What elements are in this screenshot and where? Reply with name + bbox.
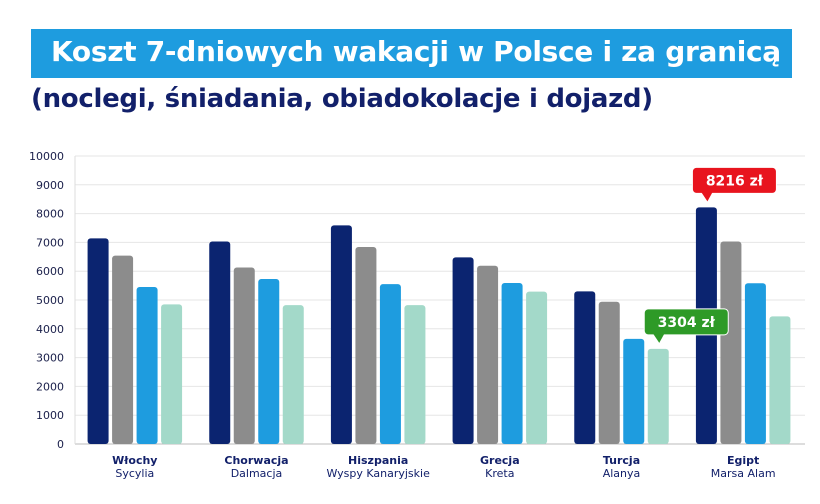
x-subcategory-label: Wyspy Kanaryjskie xyxy=(326,467,430,480)
title-banner: Koszt 7-dniowych wakacji w Polsce i za g… xyxy=(31,29,792,78)
bar xyxy=(452,257,474,444)
y-tick-label: 0 xyxy=(57,438,64,451)
x-subcategory-label: Kreta xyxy=(485,467,514,480)
y-tick-label: 1000 xyxy=(36,409,64,422)
bar xyxy=(526,291,548,444)
callout-label: 3304 zł xyxy=(658,315,716,331)
y-tick-label: 2000 xyxy=(36,380,64,393)
y-tick-label: 7000 xyxy=(36,236,64,249)
bar xyxy=(647,348,669,444)
x-category-label: Chorwacja xyxy=(224,454,288,467)
chart-subtitle: (noclegi, śniadania, obiadokolacje i doj… xyxy=(31,84,653,114)
bar xyxy=(404,305,426,444)
bar xyxy=(282,305,304,444)
bar xyxy=(258,278,280,444)
bar xyxy=(501,283,523,444)
bar xyxy=(233,267,255,444)
bar xyxy=(720,241,742,444)
y-tick-label: 9000 xyxy=(36,179,64,192)
callout-pointer xyxy=(653,333,665,343)
bar xyxy=(769,316,791,444)
chart-title: Koszt 7-dniowych wakacji w Polsce i za g… xyxy=(51,35,781,68)
callout-pointer xyxy=(701,192,713,202)
bar xyxy=(209,241,231,444)
x-subcategory-label: Alanya xyxy=(603,467,641,480)
bar xyxy=(574,291,596,444)
callout-box xyxy=(691,166,777,194)
x-category-label: Egipt xyxy=(727,454,759,467)
x-category-label: Grecja xyxy=(480,454,520,467)
bar xyxy=(744,283,766,444)
x-subcategory-label: Dalmacja xyxy=(231,467,283,480)
callout-label: 8216 zł xyxy=(706,173,764,189)
bar xyxy=(136,287,158,444)
bar xyxy=(477,265,499,444)
y-tick-label: 3000 xyxy=(36,352,64,365)
bar xyxy=(161,304,183,444)
x-category-label: Włochy xyxy=(112,454,157,467)
y-tick-label: 5000 xyxy=(36,294,64,307)
bar xyxy=(330,225,352,444)
bar xyxy=(87,238,109,444)
y-tick-label: 8000 xyxy=(36,208,64,221)
callout-box xyxy=(643,308,729,336)
x-category-label: Hiszpania xyxy=(348,454,408,467)
bar xyxy=(623,338,645,444)
x-subcategory-label: Marsa Alam xyxy=(711,467,776,480)
bar xyxy=(598,301,620,444)
y-tick-label: 10000 xyxy=(29,150,64,163)
bar xyxy=(112,255,134,444)
x-subcategory-label: Sycylia xyxy=(115,467,154,480)
x-category-label: Turcja xyxy=(603,454,640,467)
y-tick-label: 6000 xyxy=(36,265,64,278)
bar xyxy=(379,284,401,444)
y-tick-label: 4000 xyxy=(36,323,64,336)
bar xyxy=(355,247,377,444)
